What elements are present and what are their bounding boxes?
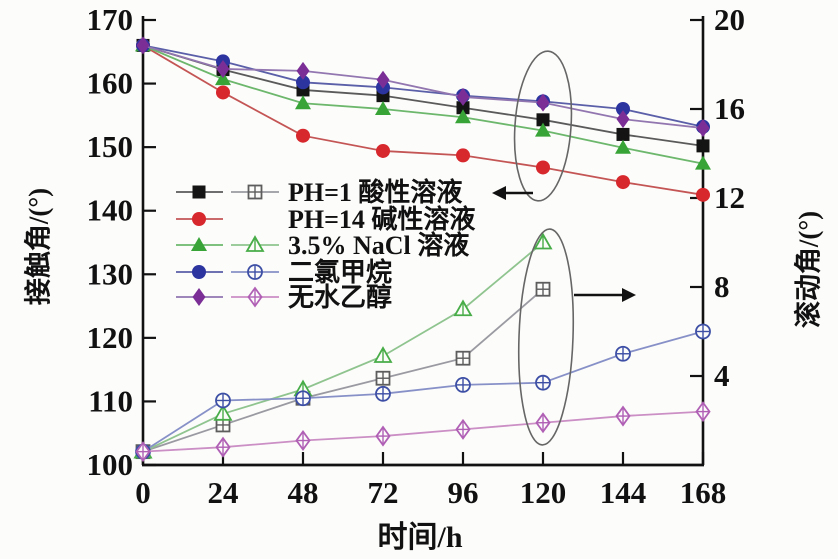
- svg-text:110: 110: [88, 383, 133, 418]
- svg-text:72: 72: [368, 475, 399, 510]
- svg-text:100: 100: [87, 447, 134, 482]
- svg-text:PH=1 酸性溶液: PH=1 酸性溶液: [288, 177, 462, 207]
- svg-text:144: 144: [600, 475, 647, 510]
- svg-text:0: 0: [135, 475, 151, 510]
- svg-text:12: 12: [714, 180, 745, 215]
- series-etoh-contact: [136, 36, 710, 138]
- svg-text:无水乙醇: 无水乙醇: [288, 282, 392, 312]
- svg-text:PH=14 碱性溶液: PH=14 碱性溶液: [288, 204, 475, 234]
- svg-text:150: 150: [87, 129, 134, 164]
- svg-text:3.5% NaCl 溶液: 3.5% NaCl 溶液: [288, 230, 469, 260]
- svg-text:170: 170: [87, 2, 134, 37]
- svg-text:140: 140: [87, 193, 134, 228]
- svg-text:4: 4: [714, 358, 730, 393]
- svg-text:168: 168: [680, 475, 727, 510]
- right-axis-title: 滚动角/(°): [793, 210, 824, 329]
- series-ph14-contact: [136, 38, 710, 202]
- left-axis-title: 接触角/(°): [23, 187, 54, 306]
- svg-text:二氯甲烷: 二氯甲烷: [288, 257, 392, 287]
- annotations: [492, 50, 636, 446]
- axes: 170 160 150 140 130 120 110 100 20 16 12 8 4 0 24 48 72 9…: [87, 2, 746, 510]
- svg-text:120: 120: [520, 475, 567, 510]
- svg-text:96: 96: [448, 475, 479, 510]
- series-etoh-rolling: [135, 401, 711, 463]
- svg-text:120: 120: [87, 320, 134, 355]
- svg-text:8: 8: [714, 269, 730, 304]
- svg-text:16: 16: [714, 91, 745, 126]
- svg-text:20: 20: [714, 2, 745, 37]
- svg-text:24: 24: [208, 475, 239, 510]
- x-axis-title: 时间/h: [377, 521, 463, 554]
- svg-text:48: 48: [288, 475, 319, 510]
- svg-text:130: 130: [87, 256, 134, 291]
- svg-text:160: 160: [87, 66, 134, 101]
